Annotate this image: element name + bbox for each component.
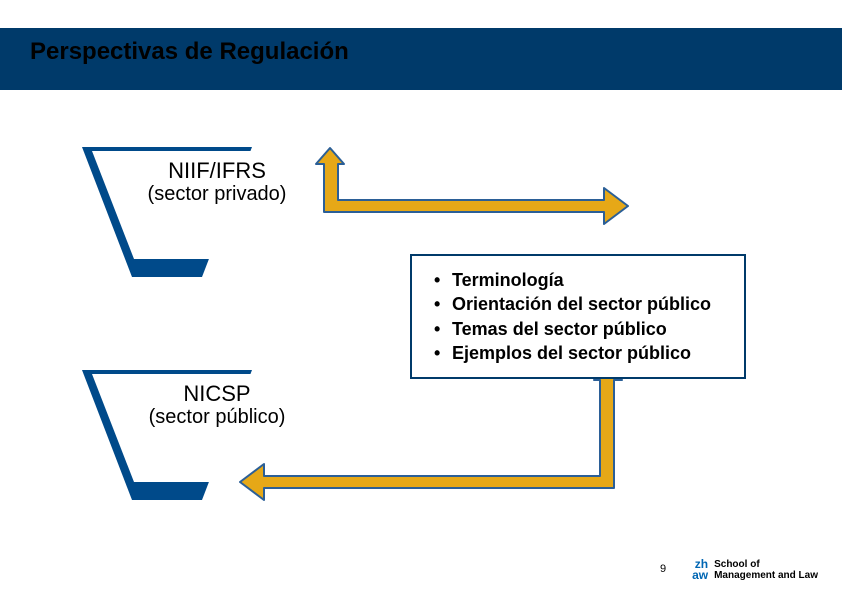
page-number: 9 xyxy=(660,563,666,575)
trap-nicsp-label: NICSP (sector público) xyxy=(100,381,334,429)
bullet-item: Terminología xyxy=(434,268,726,292)
logo-text: School of Management and Law xyxy=(714,559,818,581)
footer-logo: zhaw School of Management and Law xyxy=(692,559,818,581)
page-title: Perspectivas de Regulación xyxy=(30,38,349,66)
logo-text-l2: Management and Law xyxy=(714,570,818,581)
trap-nicsp-sub: (sector público) xyxy=(100,406,334,429)
arrow-right-icon xyxy=(290,144,630,264)
trap-niif-sub: (sector privado) xyxy=(100,183,334,206)
bullet-box: Terminología Orientación del sector públ… xyxy=(410,254,746,379)
bullet-item: Ejemplos del sector público xyxy=(434,341,726,365)
trap-nicsp-title: NICSP xyxy=(100,381,334,406)
bullet-item: Temas del sector público xyxy=(434,317,726,341)
trap-niif-label: NIIF/IFRS (sector privado) xyxy=(100,158,334,206)
logo-mark: zhaw xyxy=(692,559,708,581)
bullet-list: Terminología Orientación del sector públ… xyxy=(434,268,726,365)
logo-text-l1: School of xyxy=(714,559,760,570)
trap-niif-title: NIIF/IFRS xyxy=(100,158,334,183)
bullet-item: Orientación del sector público xyxy=(434,292,726,316)
